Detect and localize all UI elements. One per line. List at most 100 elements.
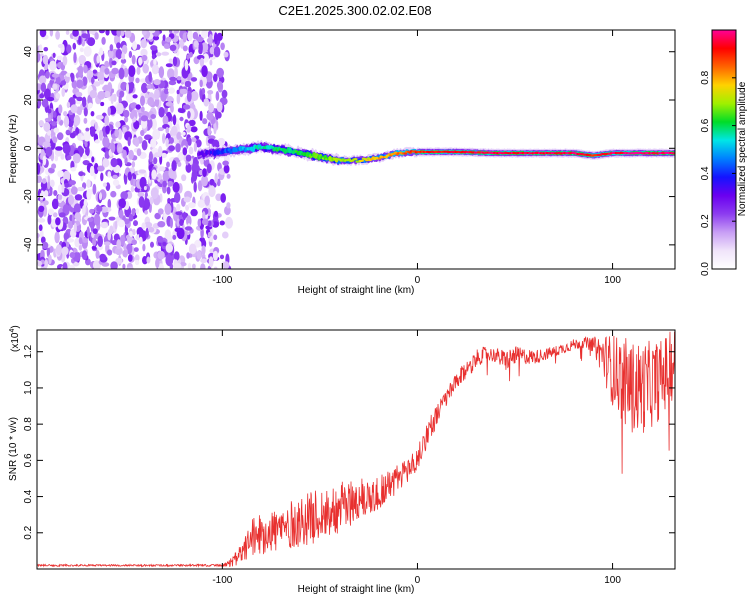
noise-blob [177,161,182,167]
noise-blob [87,102,93,108]
noise-blob [187,137,192,146]
colorbar: 0.0 0.2 0.4 0.6 0.8 Normalized spectral ampl… [700,29,748,276]
noise-blob [101,36,106,45]
noise-blob [176,203,181,211]
noise-blob [215,91,220,101]
noise-blob [116,102,124,115]
noise-blob [114,246,123,256]
noise-blob [182,32,187,43]
noise-blob [107,198,112,209]
noise-blob [93,81,101,87]
noise-blob [38,120,44,127]
noise-blob [189,51,193,58]
noise-blob [37,218,46,223]
noise-blob [187,30,193,42]
noise-blob [76,96,84,102]
snr-y-tick-label: 0.2 [23,525,34,539]
noise-blob [65,30,70,35]
noise-blob [57,194,63,200]
noise-blob [83,46,92,57]
snr-y-tick-label: 1.0 [23,381,34,395]
noise-blob [223,164,230,174]
noise-blob [150,138,157,148]
noise-blob [141,222,146,230]
noise-blob [82,238,89,243]
noise-blob [53,110,57,118]
noise-blob [53,127,60,134]
spectrogram-x-tick-label: -100 [212,275,232,286]
noise-blob [76,79,84,89]
noise-blob [97,235,103,248]
noise-blob [161,51,170,56]
noise-blob [133,247,139,253]
noise-blob [39,30,47,38]
noise-blob [195,139,202,148]
noise-blob [142,63,149,74]
noise-blob [140,106,145,113]
noise-blob [201,218,209,226]
noise-blob [132,41,137,51]
noise-blob [187,110,191,119]
noise-blob [185,154,192,162]
noise-blob [100,172,104,182]
noise-blob [126,191,133,200]
noise-blob [197,218,202,227]
noise-blob [144,198,151,210]
noise-blob [158,66,165,79]
noise-blob [123,67,129,78]
noise-blob [44,117,52,122]
noise-blob [39,93,45,99]
noise-blob [196,250,202,260]
noise-blob [151,54,156,60]
noise-blob [199,89,203,100]
noise-blob [96,55,101,64]
noise-blob [190,77,198,82]
noise-blob [138,169,147,174]
noise-blob [66,155,72,161]
trace-segment [408,151,412,154]
noise-blob [91,76,95,85]
noise-blob [114,129,119,138]
noise-blob [37,162,41,175]
noise-blob [158,107,165,118]
snr-y-scale: (x104) [9,325,21,352]
spectrogram-x-ticks: -100 0 100 [212,30,621,286]
trace-segment [360,159,364,162]
noise-blob [162,242,167,246]
noise-blob [115,257,123,265]
noise-blob [197,180,203,192]
noise-blob [48,208,54,216]
noise-blob [183,196,191,203]
spectrogram-panel: -40 -20 0 20 40 -100 0 100 Height of straight … [8,29,676,296]
noise-blob [70,167,77,172]
noise-blob [202,118,208,125]
noise-blob [60,80,67,86]
noise-blob [200,263,206,269]
noise-blob [193,181,197,193]
noise-blob [97,71,105,81]
snr-x-tick-label: 100 [604,575,621,586]
noise-blob [185,204,190,211]
noise-blob [208,185,216,198]
noise-blob [136,148,142,157]
noise-blob [107,229,112,241]
noise-blob [135,104,141,110]
noise-blob [138,196,145,208]
spectrogram-signal-trace [197,140,675,166]
noise-blob [140,95,145,107]
noise-blob [179,116,184,122]
snr-y-tick-label: 1.2 [23,344,34,358]
noise-blob [97,90,106,100]
noise-blob [55,30,60,40]
noise-blob [131,239,137,245]
noise-blob [142,256,148,265]
noise-blob [219,220,225,226]
noise-blob [188,119,196,127]
noise-blob [156,235,164,243]
noise-blob [103,90,111,98]
noise-blob [136,66,141,76]
noise-blob [147,97,155,106]
noise-blob [89,165,95,177]
noise-blob [213,234,218,241]
noise-blob [44,259,49,269]
